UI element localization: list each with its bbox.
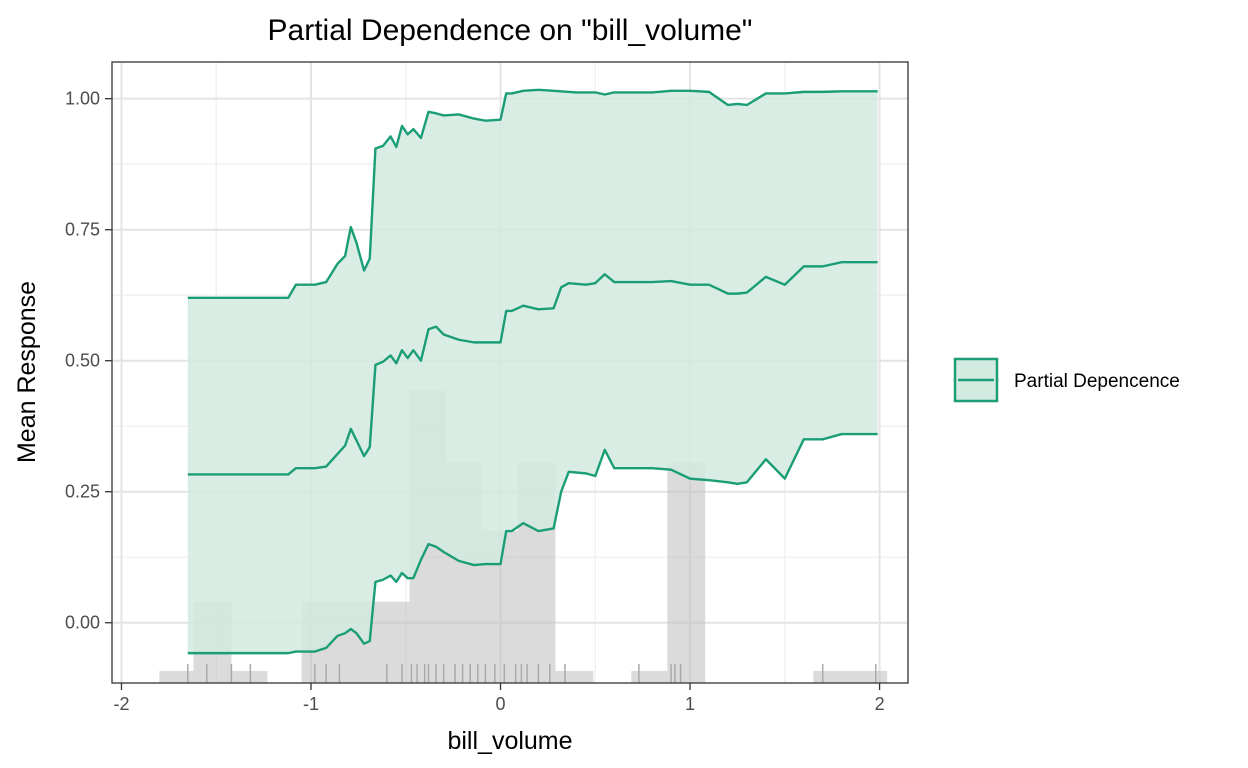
x-tick-label: 2 [875, 694, 885, 714]
series-lines [187, 88, 878, 655]
x-tick-label: -1 [303, 694, 319, 714]
y-tick-label: 0.75 [65, 220, 100, 240]
rug [187, 664, 877, 683]
y-axis-title: Mean Response [13, 281, 41, 463]
y-tick-label: 0.25 [65, 482, 100, 502]
legend-entry-label: Partial Depencence [1014, 371, 1180, 392]
series-line-lower [187, 432, 878, 655]
y-tick-label: 1.00 [65, 89, 100, 109]
y-tick-label: 0.50 [65, 351, 100, 371]
plot-panel-border [111, 61, 909, 684]
y-tick-label: 0.00 [65, 613, 100, 633]
x-axis-title: bill_volume [447, 727, 572, 755]
histogram-bar [813, 670, 888, 683]
histogram-bar [631, 670, 668, 683]
series-line-estimate [187, 260, 878, 476]
x-tick-label: 1 [685, 694, 695, 714]
x-tick-label: -2 [113, 694, 129, 714]
x-axis: -2 -1 0 1 2 [113, 683, 885, 714]
histogram-bar [159, 670, 194, 683]
histogram-bar [555, 670, 594, 683]
histogram-bar [667, 462, 706, 683]
series-line-upper [187, 88, 878, 300]
confidence-band [187, 89, 878, 654]
x-tick-label: 0 [496, 694, 506, 714]
y-axis: 0.00 0.25 0.50 0.75 1.00 [65, 89, 112, 633]
legend: Partial Depencence [953, 357, 1180, 403]
histogram-bar [231, 670, 268, 683]
chart-title: Partial Dependence on "bill_volume" [268, 14, 753, 47]
